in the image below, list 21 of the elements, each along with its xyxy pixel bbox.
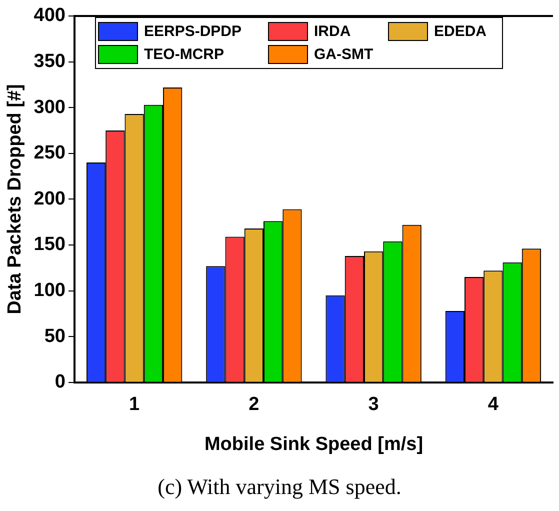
- legend-label: IRDA: [313, 22, 352, 42]
- legend-label: TEO-MCRP: [143, 45, 225, 65]
- x-axis-title: Mobile Sink Speed [m/s]: [204, 434, 424, 455]
- y-tick-label: 400: [34, 5, 66, 26]
- y-tick-label: 350: [34, 51, 66, 72]
- y-axis-title: Data Packets Dropped [#]: [4, 84, 26, 314]
- legend-label: EERPS-DPDP: [143, 22, 243, 42]
- x-tick-label: 3: [368, 394, 379, 416]
- y-tick-label: 300: [34, 96, 66, 118]
- y-tick-label: 150: [34, 234, 66, 256]
- x-tick-label: 1: [129, 394, 140, 416]
- y-tick-label: 50: [44, 326, 66, 347]
- y-tick-label: 100: [34, 280, 66, 302]
- x-tick-label: 2: [248, 394, 260, 416]
- legend-label: GA-SMT: [313, 45, 374, 65]
- y-tick-label: 0: [54, 372, 66, 393]
- legend-label: EDEDA: [433, 22, 488, 42]
- text: (c) With varying MS speed.: [156, 474, 402, 500]
- y-tick-label: 200: [34, 188, 66, 210]
- y-tick-label: 250: [34, 142, 66, 164]
- x-tick-label: 4: [488, 394, 499, 416]
